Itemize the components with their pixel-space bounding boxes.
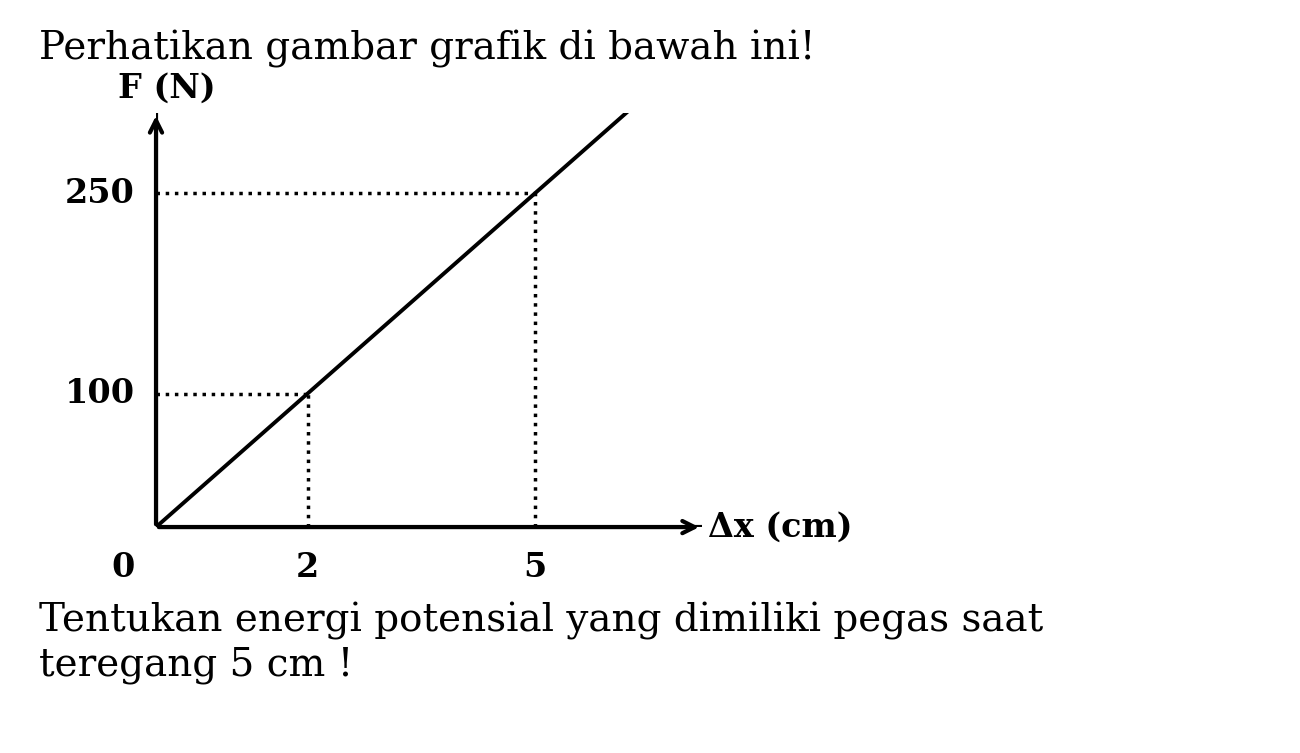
Text: 5: 5 xyxy=(524,551,547,584)
Text: Perhatikan gambar grafik di bawah ini!: Perhatikan gambar grafik di bawah ini! xyxy=(39,30,815,68)
Text: 2: 2 xyxy=(296,551,320,584)
Text: 100: 100 xyxy=(65,377,135,410)
Text: Δx (cm): Δx (cm) xyxy=(708,511,853,544)
Text: 0: 0 xyxy=(112,551,135,584)
Text: Tentukan energi potensial yang dimiliki pegas saat
teregang 5 cm !: Tentukan energi potensial yang dimiliki … xyxy=(39,602,1043,684)
Text: 250: 250 xyxy=(65,177,135,209)
Text: F (N): F (N) xyxy=(118,72,216,105)
